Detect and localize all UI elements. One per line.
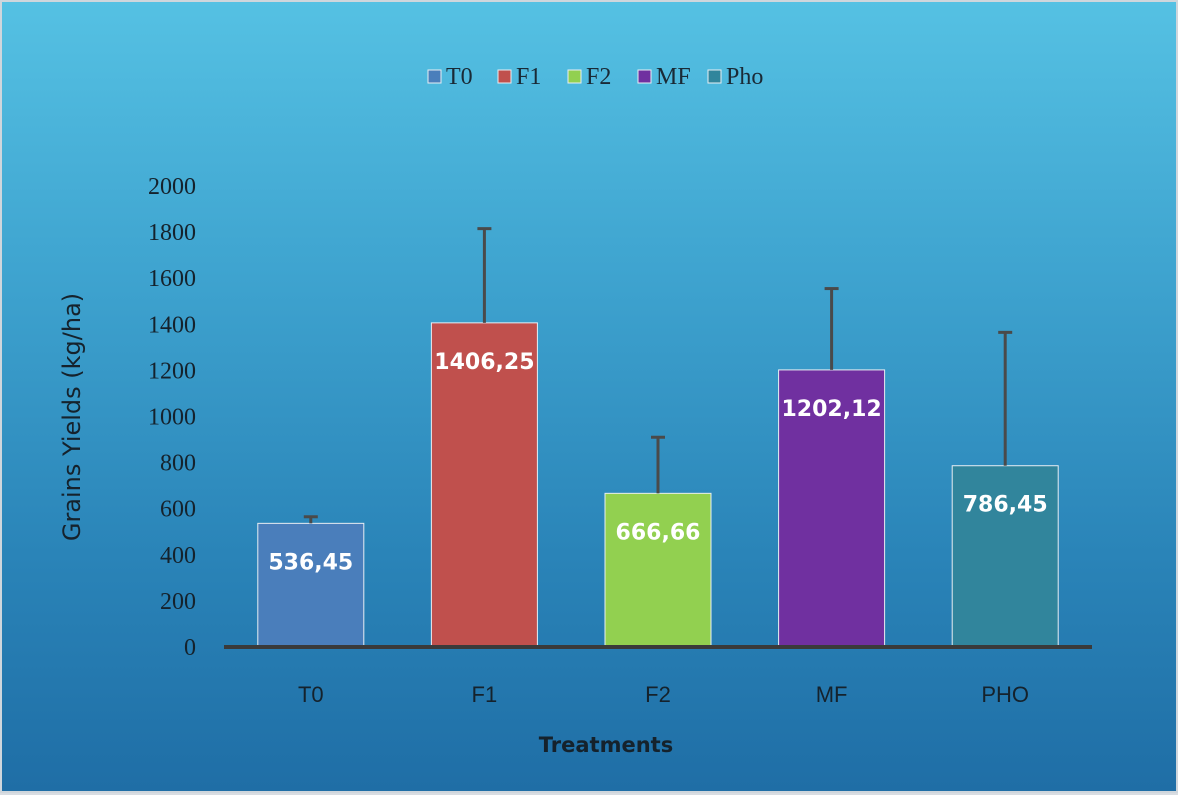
value-labels: 536,45 1406,25 666,66 1202,12 786,45 bbox=[268, 350, 1047, 575]
legend-item-f1: F1 bbox=[497, 64, 541, 90]
error-bars bbox=[303, 227, 1013, 524]
y-tick-label: 400 bbox=[160, 543, 196, 569]
error-bar-pho bbox=[998, 330, 1013, 466]
legend-item-mf: MF bbox=[637, 64, 691, 90]
data-label: 1202,12 bbox=[781, 397, 881, 422]
legend-swatch bbox=[497, 69, 512, 84]
bar-t0 bbox=[257, 522, 365, 648]
x-axis-ticks: T0 F1 F2 MF PHO bbox=[298, 682, 1029, 707]
y-tick-label: 600 bbox=[160, 497, 196, 523]
x-axis-title: Treatments bbox=[539, 733, 673, 757]
legend-swatch bbox=[707, 69, 722, 84]
error-bar-f1 bbox=[477, 227, 492, 323]
legend-label: F1 bbox=[516, 64, 541, 90]
legend-label: F2 bbox=[586, 64, 611, 90]
y-axis-ticks: 0 200 400 600 800 1000 1200 1400 1600 1800 2000 bbox=[148, 174, 196, 661]
y-tick-label: 800 bbox=[160, 451, 196, 477]
y-tick-label: 200 bbox=[160, 589, 196, 615]
data-label: 1406,25 bbox=[434, 350, 534, 375]
bar-pho bbox=[951, 465, 1059, 648]
legend-item-t0: T0 bbox=[427, 64, 473, 90]
data-label: 536,45 bbox=[268, 550, 353, 575]
y-tick-label: 1000 bbox=[148, 405, 196, 431]
y-tick-label: 1200 bbox=[148, 358, 196, 384]
x-tick-label: F2 bbox=[645, 682, 671, 707]
y-axis-title: Grains Yields (kg/ha) bbox=[58, 293, 86, 541]
bar-mf bbox=[778, 369, 886, 648]
legend-item-pho: Pho bbox=[707, 64, 763, 90]
x-tick-label: F1 bbox=[472, 682, 498, 707]
legend-label: Pho bbox=[726, 64, 763, 90]
data-label: 786,45 bbox=[963, 493, 1048, 518]
x-tick-label: PHO bbox=[981, 682, 1029, 707]
y-tick-label: 1400 bbox=[148, 312, 196, 338]
data-label: 666,66 bbox=[616, 520, 701, 545]
legend-swatch bbox=[637, 69, 652, 84]
legend-swatch bbox=[567, 69, 582, 84]
x-tick-label: MF bbox=[816, 682, 848, 707]
error-bar-f2 bbox=[651, 435, 665, 494]
error-bar-mf bbox=[824, 287, 839, 370]
error-bar-t0 bbox=[303, 515, 318, 524]
y-tick-label: 0 bbox=[184, 635, 196, 661]
x-tick-label: T0 bbox=[298, 682, 324, 707]
legend-item-f2: F2 bbox=[567, 64, 611, 90]
y-tick-label: 2000 bbox=[148, 174, 196, 200]
legend-swatch bbox=[427, 69, 442, 84]
y-tick-label: 1600 bbox=[148, 266, 196, 292]
bar-f1 bbox=[430, 322, 538, 648]
bar-f2 bbox=[604, 492, 712, 648]
legend-label: T0 bbox=[446, 64, 473, 90]
y-tick-label: 1800 bbox=[148, 220, 196, 246]
bars bbox=[257, 322, 1059, 648]
legend-label: MF bbox=[656, 64, 691, 90]
legend: T0 F1 F2 MF Pho bbox=[427, 64, 763, 90]
